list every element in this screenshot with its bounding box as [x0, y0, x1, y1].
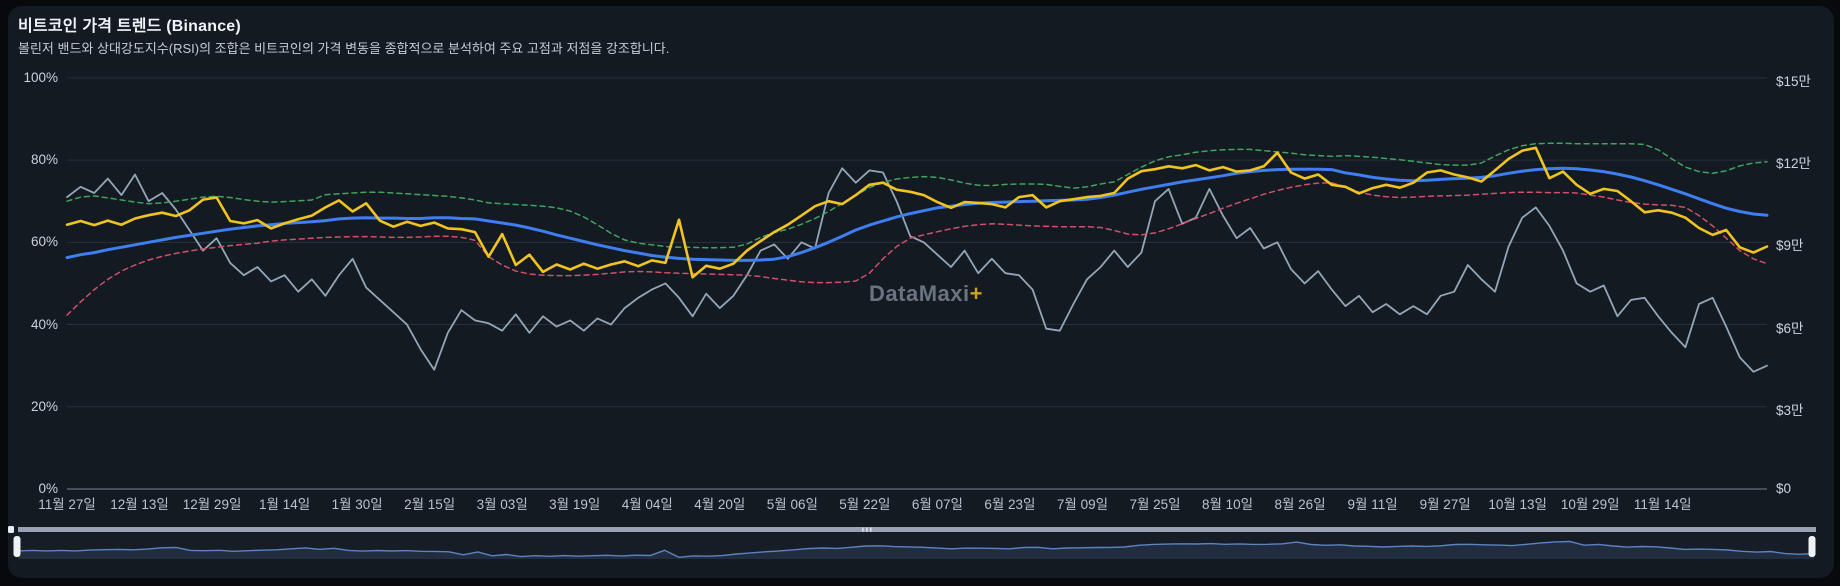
y-axis-label-left: 40% — [30, 316, 58, 332]
x-axis-label: 6월 07일 — [911, 497, 963, 512]
watermark-brand: DataMaxi — [869, 281, 970, 306]
scrollbar-track[interactable] — [18, 527, 1816, 532]
grid-lines — [67, 77, 1767, 490]
x-axis-label: 12월 29일 — [182, 497, 242, 512]
y-axis-label-right: $3만 — [1776, 402, 1804, 418]
x-axis-label: 4월 04일 — [621, 497, 673, 512]
x-axis-label: 11월 14일 — [1633, 497, 1692, 512]
scrollbar-left-cap[interactable] — [8, 526, 14, 533]
brush-left-handle[interactable] — [13, 536, 21, 557]
navigator-line — [17, 540, 1815, 559]
series-sma — [65, 166, 1769, 262]
watermark: DataMaxi+ — [858, 281, 994, 307]
x-axis-label: 3월 03일 — [476, 497, 528, 512]
series-rsi — [66, 167, 1768, 373]
x-axis-label: 7월 25일 — [1129, 497, 1181, 512]
y-axis-label-left: 20% — [30, 398, 58, 414]
x-axis-label: 5월 22일 — [839, 497, 891, 512]
scrollbar-grip-icon[interactable] — [870, 527, 872, 532]
y-axis-label-right: $12만 — [1776, 156, 1811, 172]
scrollbar-grip-icon[interactable] — [866, 527, 868, 532]
x-axis-label: 11월 27일 — [38, 497, 96, 512]
y-axis-label-right: $9만 — [1776, 238, 1804, 254]
chart-title: 비트코인 가격 트렌드 (Binance) — [18, 18, 241, 35]
y-axis-label-left: 60% — [30, 234, 58, 250]
y-axis-label-right: $6만 — [1776, 320, 1804, 336]
scrollbar-grip-icon[interactable] — [862, 527, 864, 532]
x-axis-label: 4월 20일 — [694, 497, 746, 512]
x-axis-label: 1월 30일 — [331, 497, 383, 512]
x-axis-label: 10월 29일 — [1560, 497, 1620, 512]
x-axis-label: 10월 13일 — [1488, 497, 1547, 512]
y-axis-label-right: $15만 — [1776, 73, 1811, 89]
series-price — [65, 146, 1769, 279]
chart-series — [65, 142, 1769, 373]
chart-subtitle: 볼린저 밴드와 상대강도지수(RSI)의 조합은 비트코인의 가격 변동을 종합… — [18, 41, 670, 56]
x-axis-label: 5월 06일 — [766, 497, 818, 512]
x-axis-label: 6월 23일 — [984, 497, 1036, 512]
x-axis-label: 7월 09일 — [1056, 497, 1109, 512]
bitcoin-trend-card — [8, 6, 1834, 578]
x-axis-label: 9월 27일 — [1419, 497, 1471, 512]
y-axis-label-left: 100% — [23, 69, 58, 85]
x-axis-label: 8월 26일 — [1274, 497, 1326, 512]
y-axis-label-right: $0 — [1776, 481, 1792, 496]
brush-right-handle[interactable] — [1808, 536, 1816, 557]
x-axis-label: 2월 15일 — [404, 497, 456, 512]
x-axis-label: 8월 10일 — [1201, 497, 1254, 512]
x-axis-label: 1월 14일 — [259, 497, 311, 512]
range-navigator[interactable] — [8, 526, 1816, 559]
y-axis-label-left: 80% — [30, 152, 58, 168]
series-bb-lower — [66, 181, 1768, 316]
x-axis-label: 12월 13일 — [110, 497, 169, 512]
y-axis-label-left: 0% — [38, 481, 58, 496]
watermark-plus-icon: + — [969, 281, 983, 306]
series-bb-upper — [66, 142, 1768, 249]
x-axis-label: 3월 19일 — [549, 497, 601, 512]
x-axis-label: 9월 11일 — [1347, 497, 1398, 512]
